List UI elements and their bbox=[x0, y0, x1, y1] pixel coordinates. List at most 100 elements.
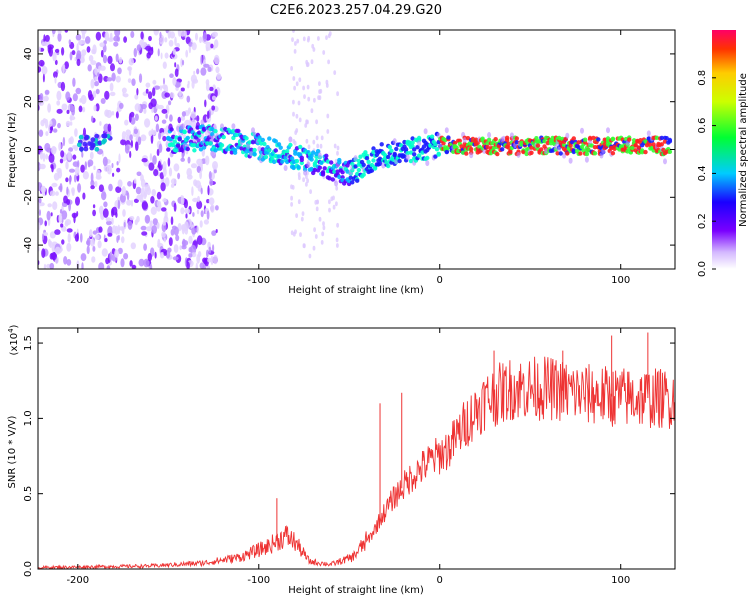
noise-speckle bbox=[213, 168, 217, 174]
noise-speckle bbox=[130, 242, 136, 250]
ridge-point bbox=[355, 171, 360, 177]
noise-speckle bbox=[180, 58, 183, 68]
noise-speckle bbox=[307, 96, 311, 102]
halo-speckle bbox=[417, 140, 422, 147]
ridge-point bbox=[361, 172, 366, 177]
noise-speckle bbox=[82, 106, 86, 113]
ridge-point bbox=[348, 175, 353, 180]
noise-speckle bbox=[152, 218, 158, 226]
noise-speckle bbox=[297, 172, 301, 177]
ridge-point bbox=[592, 145, 598, 150]
noise-speckle bbox=[176, 42, 180, 49]
noise-speckle bbox=[313, 227, 316, 233]
noise-speckle bbox=[73, 174, 77, 183]
noise-speckle bbox=[82, 192, 86, 200]
noise-speckle bbox=[97, 240, 102, 249]
noise-speckle bbox=[306, 119, 309, 125]
noise-speckle bbox=[290, 202, 293, 207]
noise-speckle bbox=[47, 103, 51, 113]
noise-speckle bbox=[293, 140, 297, 146]
noise-speckle bbox=[54, 229, 61, 235]
halo-speckle bbox=[181, 123, 185, 130]
noise-speckle bbox=[117, 224, 121, 235]
ridge-point bbox=[504, 135, 510, 140]
ridge-point bbox=[638, 138, 643, 143]
ridge-point bbox=[236, 128, 241, 134]
noise-speckle bbox=[66, 259, 72, 266]
noise-speckle bbox=[162, 221, 167, 226]
ridge-point bbox=[452, 140, 458, 146]
noise-speckle bbox=[49, 262, 55, 269]
noise-speckle bbox=[150, 134, 154, 144]
noise-speckle bbox=[86, 46, 91, 53]
noise-speckle bbox=[98, 262, 105, 269]
halo-speckle bbox=[425, 160, 430, 167]
noise-speckle bbox=[53, 71, 58, 79]
noise-speckle bbox=[44, 142, 51, 152]
ridge-point bbox=[293, 151, 298, 156]
ridge-point bbox=[662, 139, 668, 144]
y-tick-label: -20 bbox=[23, 189, 34, 205]
noise-speckle bbox=[98, 65, 102, 71]
noise-speckle bbox=[155, 103, 159, 110]
ridge-point bbox=[232, 148, 238, 153]
noise-speckle bbox=[196, 158, 203, 166]
ridge-point bbox=[369, 162, 375, 168]
snr-x-axis-label: Height of straight line (km) bbox=[288, 585, 424, 596]
noise-speckle bbox=[66, 109, 70, 114]
noise-speckle bbox=[144, 118, 151, 128]
noise-speckle bbox=[92, 245, 96, 252]
noise-speckle bbox=[290, 195, 293, 201]
noise-speckle bbox=[190, 163, 198, 169]
noise-speckle bbox=[106, 265, 111, 269]
y-tick-label: 1.0 bbox=[23, 410, 34, 426]
noise-speckle bbox=[207, 185, 210, 196]
colorbar-tick-label: 0.4 bbox=[697, 165, 708, 181]
noise-speckle bbox=[210, 43, 214, 49]
noise-speckle bbox=[151, 225, 157, 234]
noise-speckle bbox=[120, 236, 125, 244]
ridge-point bbox=[667, 149, 673, 154]
noise-speckle bbox=[318, 81, 321, 86]
ridge-point bbox=[364, 156, 370, 161]
noise-speckle bbox=[38, 66, 42, 73]
noise-speckle bbox=[117, 67, 122, 75]
ridge-point bbox=[252, 151, 257, 157]
noise-speckle bbox=[72, 154, 77, 160]
noise-speckle bbox=[196, 225, 199, 234]
noise-speckle bbox=[114, 30, 121, 37]
ridge-point bbox=[434, 147, 440, 152]
ridge-point bbox=[311, 150, 316, 155]
noise-speckle bbox=[297, 100, 301, 106]
noise-speckle bbox=[294, 41, 297, 46]
ridge-point bbox=[464, 151, 469, 156]
noise-speckle bbox=[165, 30, 169, 34]
noise-speckle bbox=[187, 107, 191, 114]
noise-speckle bbox=[67, 150, 72, 161]
noise-speckle bbox=[328, 207, 331, 213]
noise-speckle bbox=[212, 254, 218, 265]
ridge-point bbox=[84, 134, 90, 140]
noise-speckle bbox=[134, 103, 141, 112]
halo-speckle bbox=[381, 162, 386, 169]
noise-speckle bbox=[202, 264, 206, 269]
ridge-point bbox=[429, 134, 435, 139]
noise-speckle bbox=[315, 119, 318, 125]
ridge-point bbox=[495, 151, 500, 157]
noise-speckle bbox=[63, 255, 68, 265]
ridge-point bbox=[377, 161, 383, 166]
ridge-point bbox=[386, 154, 391, 160]
noise-speckle bbox=[296, 38, 300, 44]
noise-speckle bbox=[186, 95, 191, 103]
noise-speckle bbox=[336, 145, 340, 151]
noise-speckle bbox=[146, 187, 151, 196]
noise-speckle bbox=[60, 150, 65, 158]
noise-speckle bbox=[90, 239, 95, 247]
noise-speckle bbox=[301, 211, 305, 217]
noise-speckle bbox=[94, 234, 100, 240]
noise-speckle bbox=[148, 35, 152, 42]
noise-speckle bbox=[76, 58, 81, 67]
noise-speckle bbox=[152, 155, 157, 165]
ridge-point bbox=[534, 136, 539, 141]
noise-speckle bbox=[196, 200, 203, 210]
